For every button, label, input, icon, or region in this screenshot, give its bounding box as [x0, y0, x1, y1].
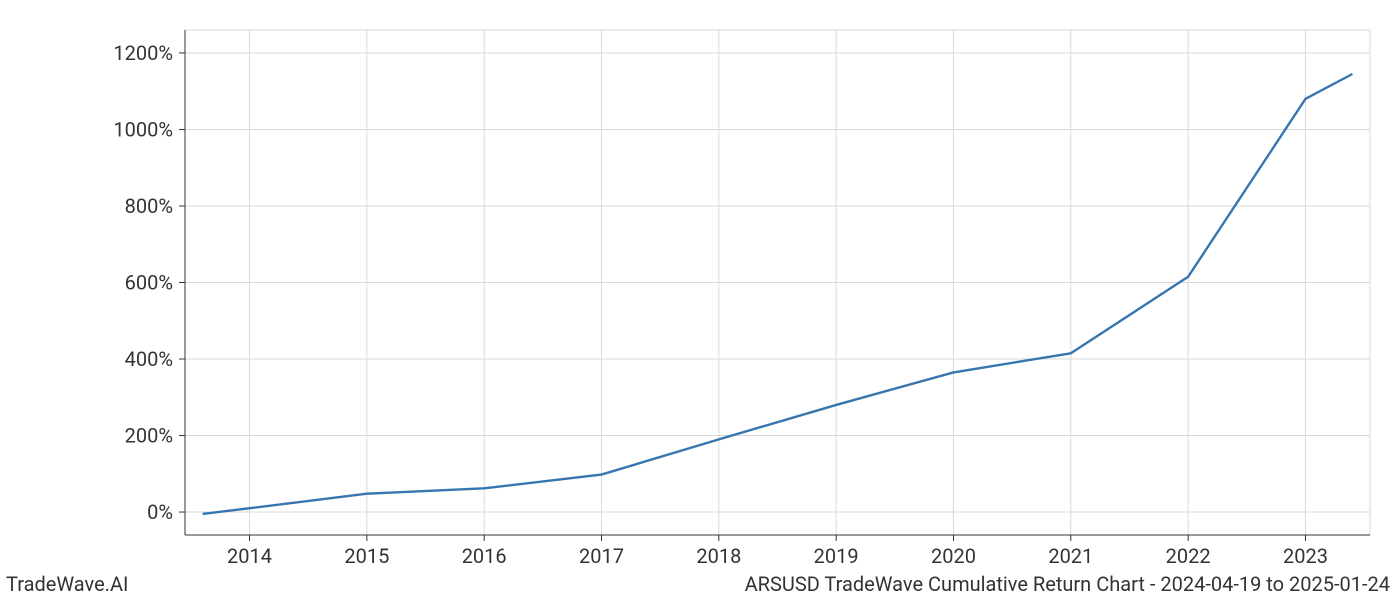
y-tick-label: 600%: [125, 271, 173, 295]
x-tick-label: 2017: [579, 544, 624, 568]
x-tick-label: 2014: [227, 544, 272, 568]
y-tick-label: 800%: [125, 194, 173, 218]
y-tick-label: 200%: [125, 424, 173, 448]
y-tick-label: 1000%: [113, 117, 173, 141]
x-tick-label: 2018: [696, 544, 741, 568]
footer-caption: ARSUSD TradeWave Cumulative Return Chart…: [745, 572, 1390, 596]
x-tick-label: 2015: [344, 544, 389, 568]
footer-brand: TradeWave.AI: [6, 572, 128, 596]
y-tick-label: 1200%: [113, 41, 173, 65]
x-tick-label: 2022: [1166, 544, 1211, 568]
return-chart: 2014 2015 2016 2017 2018 2019 2020 2021 2022 2023…: [0, 0, 1400, 600]
x-tick-label: 2020: [931, 544, 976, 568]
x-tick-label: 2023: [1283, 544, 1328, 568]
x-tick-label: 2019: [814, 544, 859, 568]
y-tick-label: 0%: [147, 500, 173, 524]
x-tick-label: 2016: [462, 544, 507, 568]
y-tick-label: 400%: [125, 347, 173, 371]
chart-svg: 2014 2015 2016 2017 2018 2019 2020 2021 2022 2023…: [0, 0, 1400, 600]
x-tick-label: 2021: [1048, 544, 1093, 568]
